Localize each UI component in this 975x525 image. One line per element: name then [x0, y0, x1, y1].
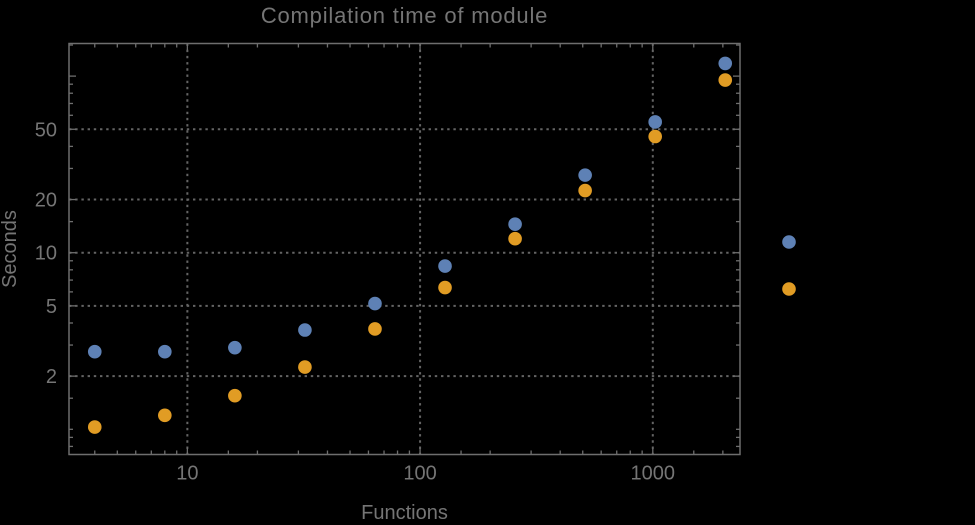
- x-tick-label: 10: [176, 463, 198, 485]
- data-point-orange: [368, 322, 382, 336]
- data-point-orange: [438, 280, 452, 295]
- y-tick-label: 10: [35, 243, 57, 265]
- x-axis-label: Functions: [361, 502, 448, 524]
- data-point-blue: [228, 340, 242, 355]
- data-point-blue: [648, 115, 662, 129]
- y-tick-label: 2: [46, 366, 57, 388]
- legend-marker-orange: [782, 282, 796, 296]
- data-point-blue: [438, 259, 452, 273]
- data-point-blue: [368, 296, 382, 311]
- data-point-orange: [508, 231, 522, 246]
- data-point-orange: [718, 73, 733, 87]
- data-point-orange: [578, 183, 592, 198]
- data-point-blue: [87, 344, 102, 359]
- y-tick-label: 50: [35, 119, 57, 141]
- y-tick-label: 20: [35, 190, 57, 212]
- data-point-blue: [508, 217, 522, 232]
- data-point-blue: [158, 344, 172, 359]
- y-tick-label: 5: [46, 296, 57, 318]
- data-point-orange: [648, 129, 662, 144]
- data-point-orange: [87, 420, 102, 434]
- x-tick-label: 100: [403, 463, 436, 485]
- x-tick-label: 1000: [631, 463, 676, 485]
- legend-marker-blue: [782, 235, 796, 249]
- data-point-blue: [298, 323, 312, 337]
- plot-frame: [68, 42, 741, 456]
- chart-title: Compilation time of module: [260, 3, 549, 28]
- data-point-orange: [158, 408, 172, 423]
- data-point-orange: [298, 360, 312, 374]
- data-point-orange: [228, 388, 242, 403]
- data-point-blue: [718, 56, 733, 71]
- data-point-blue: [578, 168, 592, 182]
